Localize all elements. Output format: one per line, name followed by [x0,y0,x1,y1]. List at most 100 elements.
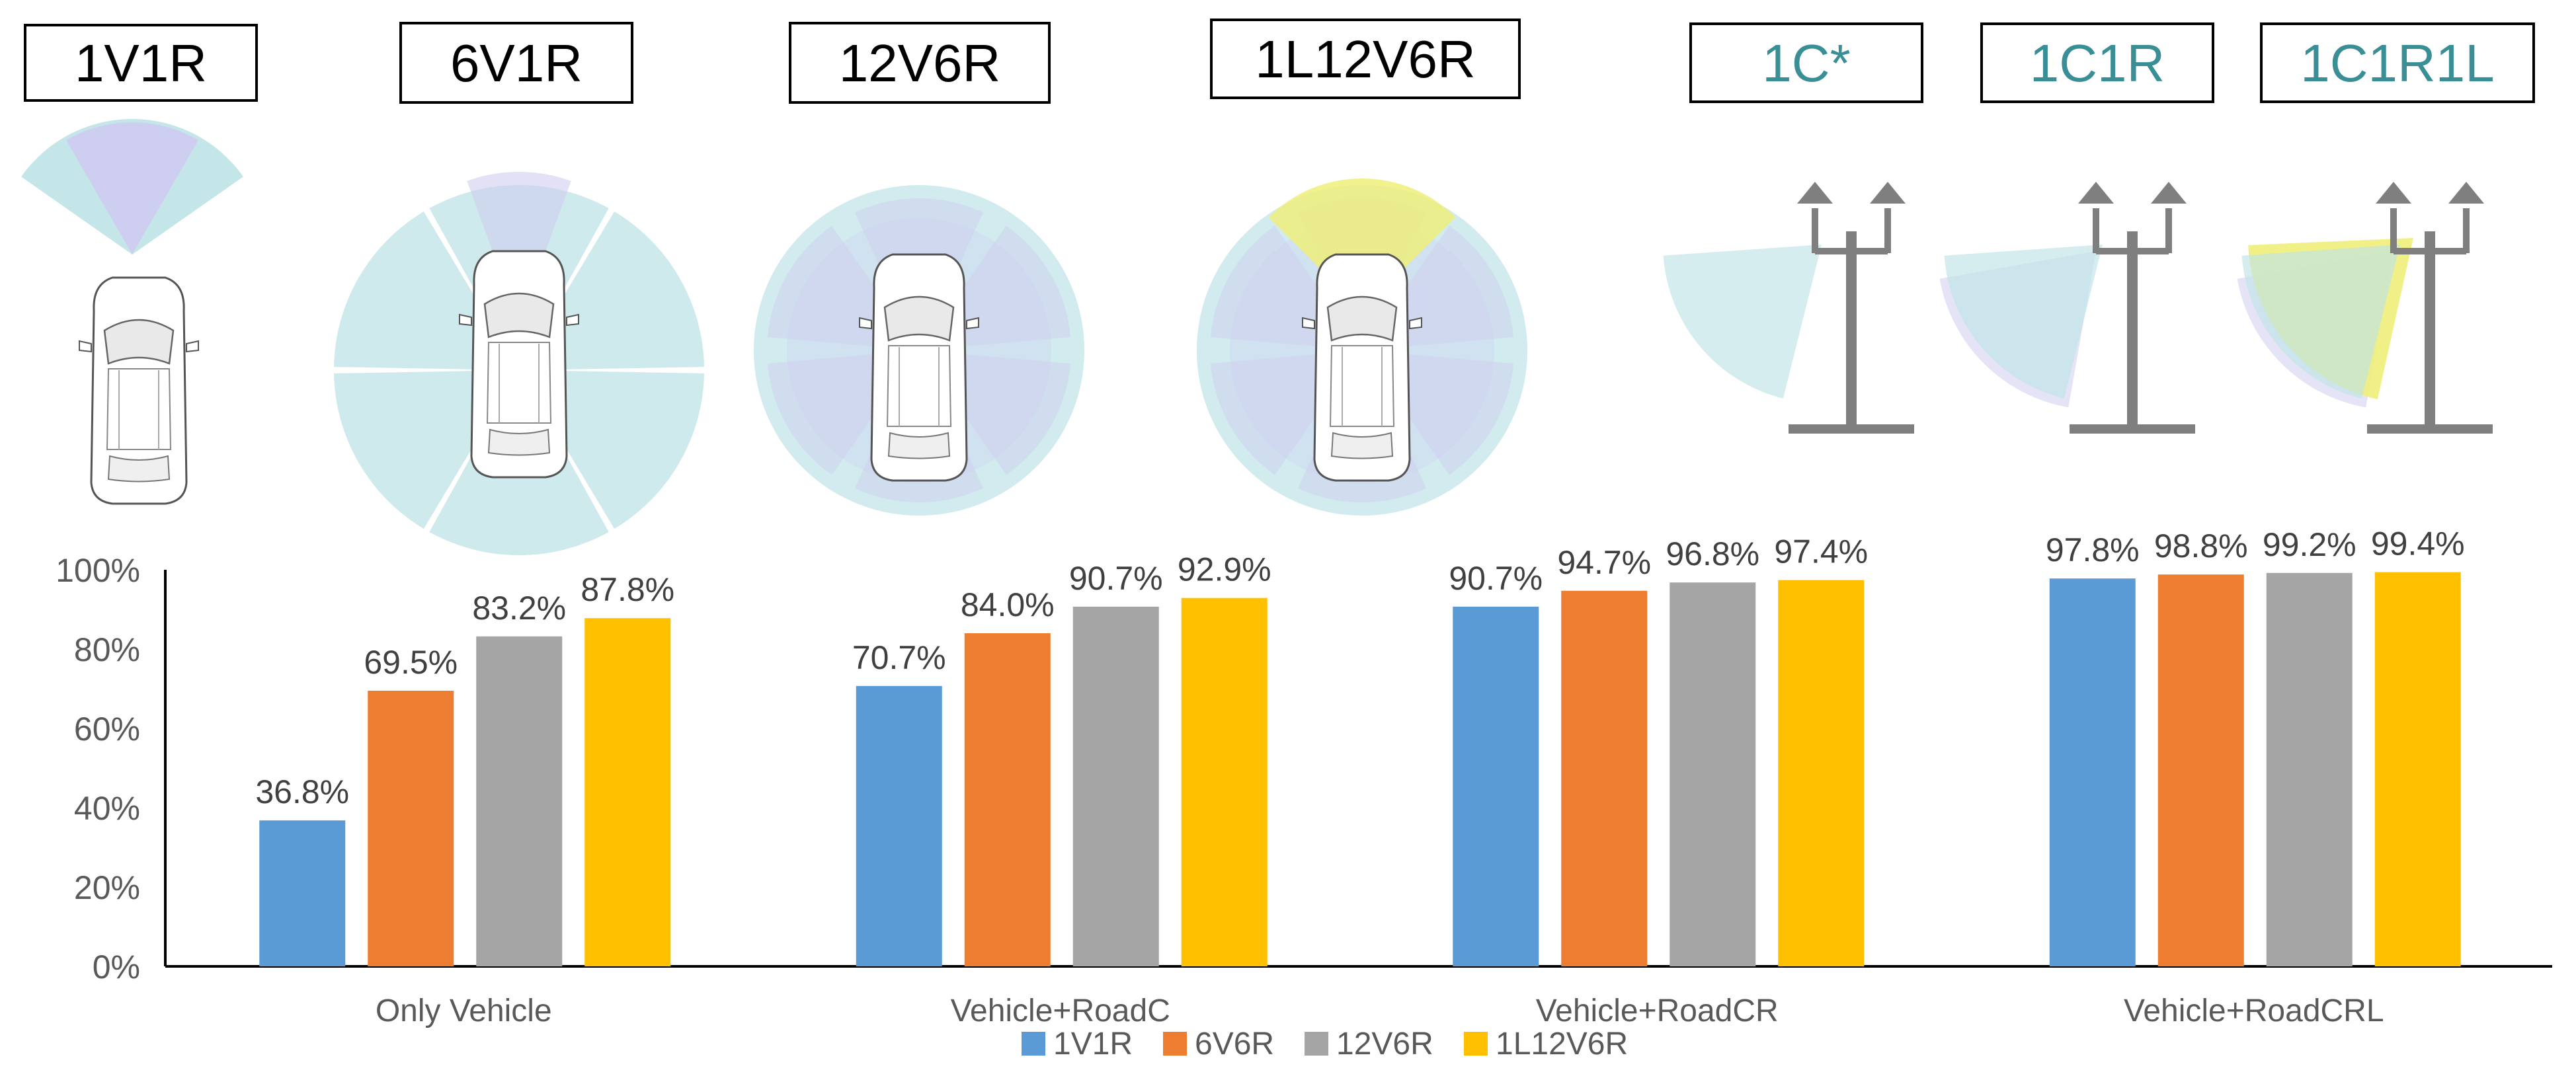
radar-fov [66,122,198,254]
chart-legend: 1V1R 6V6R 12V6R 1L12V6R [1022,1027,1628,1062]
config-label-1c1r1l: 1C1R1L [2260,22,2535,103]
bar-1l12v6r-2 [1778,580,1865,966]
vehicle-illustration-12v6r [754,185,1084,516]
camera-fov [1197,268,1340,433]
roadside-illustration-1c [1663,182,1914,434]
config-label-text: 1C1R1L [2300,34,2495,93]
y-tick-label: 80% [74,631,140,668]
y-tick-label: 40% [74,790,140,827]
bar-value-label: 36.8% [255,773,349,810]
car-icon [458,250,580,479]
legend-swatch-1l12v6r [1464,1032,1488,1056]
bar-value-label: 96.8% [1666,535,1759,572]
y-tick-label: 20% [74,869,140,906]
config-label-text: 6V1R [450,34,583,93]
bar-value-label: 69.5% [364,644,458,681]
bar-value-label: 99.2% [2263,526,2356,563]
legend-label: 1L12V6R [1496,1027,1628,1062]
bar-12v6r-3 [2266,572,2353,966]
config-label-text: 1C* [1762,34,1850,93]
config-label-1c1r: 1C1R [1980,22,2214,103]
legend-swatch-6v6r [1163,1032,1187,1056]
x-category-label: Vehicle+RoadCRL [2124,993,2384,1028]
roadside-illustration-1c1r [1939,182,2195,434]
bar-1v1r-0 [259,820,346,966]
camera-fov [1375,207,1527,350]
camera-fov [1385,268,1527,433]
camera-fov [1375,350,1527,494]
bar-1l12v6r-1 [1181,598,1268,966]
vehicle-illustration-1l12v6r [1197,178,1527,516]
config-label-12v6r: 12V6R [789,22,1051,104]
car-icon [858,253,980,482]
bar-1v1r-1 [856,685,942,966]
camera-fov [754,268,897,433]
config-label-box [24,24,258,102]
config-label-text: 12V6R [839,34,1001,93]
bar-6v6r-1 [964,633,1051,966]
bar-value-label: 83.2% [472,590,566,627]
bar-value-label: 84.0% [961,586,1055,623]
bar-1v1r-3 [2049,578,2136,966]
config-label-box [1689,22,1923,103]
camera-fov [1944,245,2103,399]
config-label-text: 1C1R [2030,34,2165,93]
bar-value-label: 70.7% [852,639,946,676]
bar-value-label: 94.7% [1557,544,1651,581]
radar-fov [467,172,571,324]
x-category-label: Only Vehicle [376,993,552,1028]
legend-swatch-12v6r [1305,1032,1328,1056]
bar-value-label: 90.7% [1449,560,1543,597]
bar-chart: 0% 20% 40% 60% 80% 100% 36.8% 69.5% 83.2% 87.8% On… [56,525,2552,1062]
camera-fov [754,350,906,494]
bar-value-label: 90.7% [1069,560,1163,597]
camera-fov [932,207,1084,350]
camera-fov [932,350,1084,494]
camera-fov [1197,207,1349,350]
camera-fov [2241,245,2400,399]
config-label-6v1r: 6V1R [399,22,633,104]
x-category-label: Vehicle+RoadC [951,993,1170,1028]
legend-swatch-1v1r [1022,1032,1045,1056]
bar-value-label: 98.8% [2154,527,2248,564]
config-label-text: 1L12V6R [1255,30,1476,89]
bar-value-label: 92.9% [1178,551,1271,588]
bar-12v6r-2 [1670,582,1756,966]
bar-1l12v6r-3 [2374,572,2461,966]
camera-fov [429,405,609,555]
x-category-label: Vehicle+RoadCR [1536,993,1779,1028]
roadside-pole-icon [2070,182,2195,434]
config-label-text: 1V1R [75,34,207,93]
sensor-config-panels: 1V1R 6V1R 12V6R 1L12V6R 1C* 1C1R 1C1R1L [21,19,2535,555]
bar-value-label: 97.8% [2046,531,2140,568]
config-label-box [399,22,633,104]
bar-value-label: 99.4% [2371,525,2465,562]
config-label-1v1r: 1V1R [24,24,258,102]
config-label-box [1980,22,2214,103]
bar-12v6r-0 [476,636,563,966]
y-tick-label: 60% [74,711,140,748]
camera-fov [334,212,499,369]
bar-1v1r-2 [1453,606,1539,966]
camera-fov [1197,350,1349,494]
config-label-1cstar: 1C* [1689,22,1923,103]
camera-fov [334,371,499,529]
legend-label: 6V6R [1195,1027,1274,1062]
bar-1l12v6r-0 [584,618,671,966]
y-tick-label: 0% [93,949,140,986]
lidar-fov [1268,178,1456,283]
legend-label: 12V6R [1336,1027,1433,1062]
bar-6v6r-0 [368,691,454,966]
bar-value-label: 87.8% [581,571,674,608]
roadside-illustration-1c1r1l [2237,182,2493,434]
y-tick-label: 100% [56,552,140,589]
car-icon [78,276,200,505]
bar-6v6r-3 [2157,574,2244,966]
config-label-box [2260,22,2535,103]
camera-fov [754,207,906,350]
roadside-pole-icon [1789,182,1914,434]
camera-fov [539,212,704,369]
camera-fov [1663,245,1822,399]
config-label-1l12v6r: 1L12V6R [1210,19,1521,99]
